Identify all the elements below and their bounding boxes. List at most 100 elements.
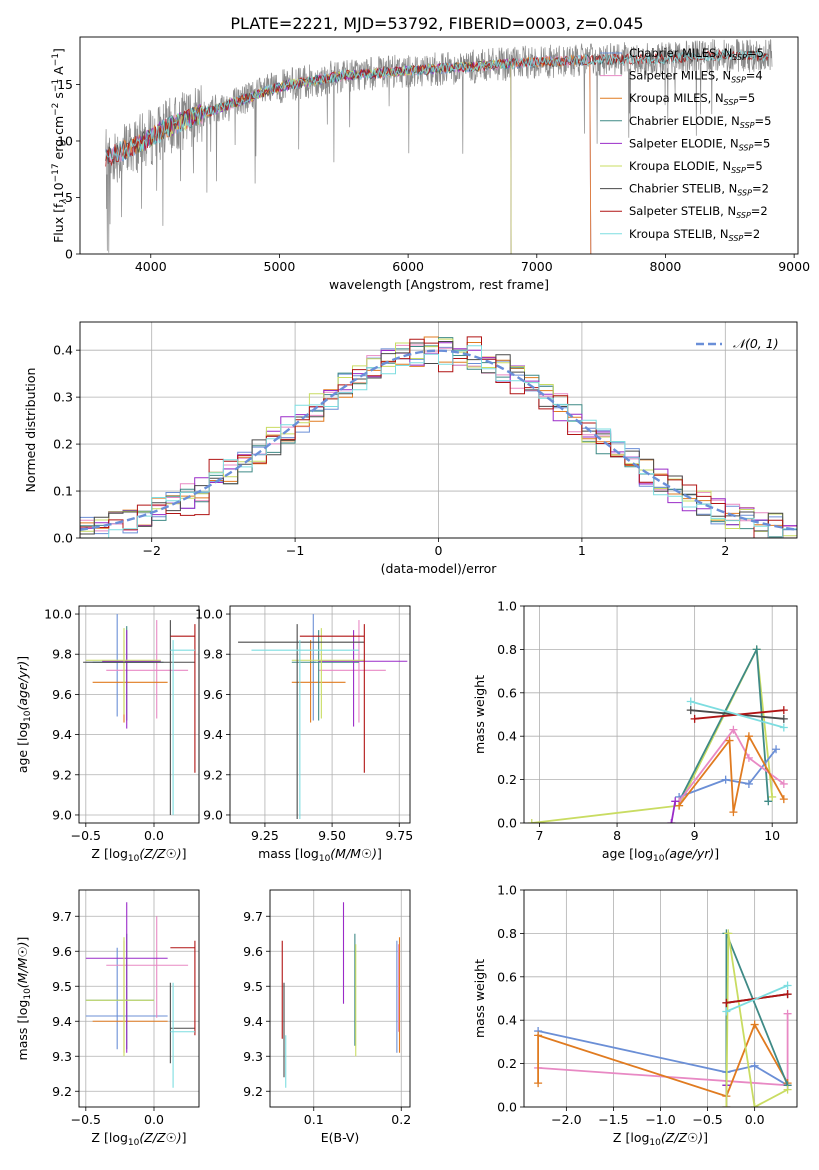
errorbar-KrE <box>85 937 154 1057</box>
x-tick-label: −1.0 <box>645 1112 675 1127</box>
label-part: ] <box>51 48 66 53</box>
label-part: ] <box>182 846 187 861</box>
y-tick-label: 9.8 <box>203 647 223 662</box>
x-tick-label: 9.25 <box>251 828 279 843</box>
x-tick-label: 4000 <box>135 259 167 274</box>
label-part: Z [ <box>91 846 108 861</box>
x-tick-label: 0.2 <box>391 1112 411 1127</box>
y-tick-label: 9.6 <box>52 687 72 702</box>
y-tick-label: 9.0 <box>203 807 223 822</box>
plot-area <box>270 890 410 1107</box>
errorbar-SaE <box>102 630 161 729</box>
label-part: 10 <box>23 710 33 722</box>
weight-marker-KrM <box>725 736 734 745</box>
x-tick-label: −2.0 <box>551 1112 581 1127</box>
errorbar-ChE <box>291 630 359 721</box>
y-tick-label: 1.0 <box>497 883 517 898</box>
label-part: mass [ <box>15 1019 30 1061</box>
errorbar-ChS <box>83 620 195 815</box>
legend-tail: =4 <box>746 69 763 83</box>
label-part: (Z/Z☉) <box>139 846 181 861</box>
legend-label: Chabrier STELIB, NSSP=2 <box>629 182 769 198</box>
histogram-SaS <box>80 336 797 538</box>
y-tick-label: 9.6 <box>243 944 263 959</box>
plot-layer <box>83 614 196 815</box>
errorbar-ChS <box>169 982 195 1064</box>
legend-subscript: SSP <box>739 143 754 152</box>
label-part: mass weight <box>472 959 487 1038</box>
plot-area <box>524 606 797 823</box>
y-tick-label: 9.3 <box>243 1049 263 1064</box>
y-tick-label: 15 <box>57 77 73 92</box>
errorbar-SaE <box>85 902 168 1053</box>
model-spectrum-KrS <box>105 49 769 161</box>
y-tick-label: 0.0 <box>497 816 517 831</box>
x-axis-label: Z [log10(Z/Z☉)] <box>91 1130 186 1148</box>
label-part: Flux [f <box>51 203 66 243</box>
weight-marker-ChM <box>772 745 781 754</box>
x-tick-label: 6000 <box>392 259 424 274</box>
y-tick-label: 9.5 <box>52 979 72 994</box>
y-tick-label: 0 <box>65 247 73 262</box>
weight-line-ChM <box>537 1030 789 1087</box>
weight-marker-KrE <box>783 1085 792 1094</box>
grid <box>270 890 410 1107</box>
weight-marker-SaM <box>729 725 738 734</box>
label-part: log <box>630 1130 649 1145</box>
weight-marker-SaM <box>779 779 788 788</box>
legend-text: Salpeter MILES, N <box>629 69 731 83</box>
weight-marker-KrE <box>768 792 777 801</box>
label-part: 10 <box>649 1138 661 1148</box>
plot-layer <box>105 39 773 254</box>
y-tick-label: 5 <box>65 190 73 205</box>
y-tick-label: 9.0 <box>52 807 72 822</box>
label-part: −1 <box>51 53 61 66</box>
weight-marker-KrM <box>779 795 788 804</box>
axes-frame <box>229 605 411 824</box>
legend-tail: =5 <box>755 114 772 128</box>
label-part: −1 <box>51 79 61 92</box>
y-axis-label: Normed distribution <box>23 368 38 493</box>
axes-frame <box>523 605 798 824</box>
label-part: s <box>51 92 66 103</box>
weight-marker-SaS <box>722 998 731 1007</box>
weight-line-SaM <box>678 728 785 802</box>
axes-frame <box>523 889 798 1108</box>
grid <box>79 606 199 823</box>
legend-text: Salpeter ELODIE, N <box>629 136 739 150</box>
x-tick-label: 2 <box>721 543 729 558</box>
weight-marker-ChE <box>752 645 761 654</box>
y-tick-label: 0.4 <box>53 343 73 358</box>
label-part: age [ <box>15 741 30 773</box>
y-tick-label: 9.5 <box>243 979 263 994</box>
label-part: 10 <box>128 854 140 864</box>
label-part: −2 <box>51 103 61 116</box>
weight-line-ChM <box>678 748 777 798</box>
axes-frame <box>78 889 200 1108</box>
label-part: (Z/Z☉) <box>139 1130 181 1145</box>
label-part: log <box>300 846 319 861</box>
legend-subscript: SSP <box>732 53 747 62</box>
weight-marker-SaM <box>744 753 753 762</box>
x-tick-label: −0.5 <box>692 1112 722 1127</box>
legend-subscript: SSP <box>736 211 751 220</box>
y-tick-label: 9.6 <box>203 687 223 702</box>
legend-text: Chabrier STELIB, N <box>629 182 737 196</box>
legend-label: Chabrier ELODIE, NSSP=5 <box>629 114 771 130</box>
plot-area <box>79 606 199 823</box>
y-tick-label: 9.4 <box>52 727 72 742</box>
x-tick-label: −0.5 <box>71 1112 101 1127</box>
y-tick-label: 0.8 <box>497 926 517 941</box>
weight-marker-ChM <box>721 775 730 784</box>
label-part: λ <box>59 198 69 204</box>
weight-marker-KrM <box>534 1031 543 1040</box>
legend-label: Salpeter ELODIE, NSSP=5 <box>629 136 770 152</box>
plot-layer <box>281 902 401 1088</box>
errorbar-KrS <box>251 640 359 819</box>
legend-subscript: SSP <box>724 98 739 107</box>
plot-layer <box>238 614 408 819</box>
label-part: erg cm <box>51 116 66 164</box>
weight-marker-SaS <box>783 990 792 999</box>
